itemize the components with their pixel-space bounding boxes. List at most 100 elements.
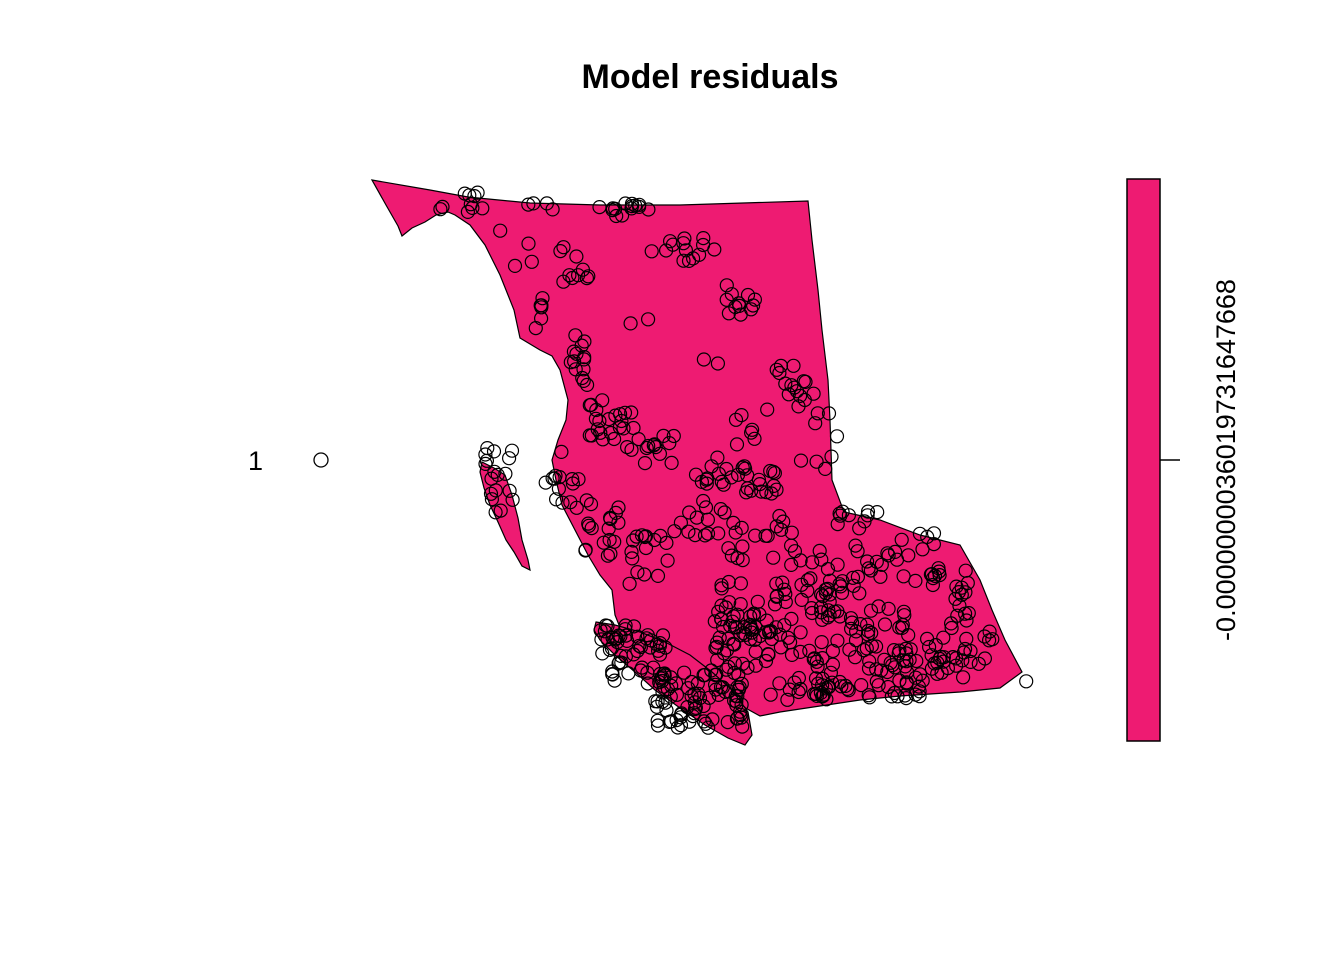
observation-point: [488, 483, 503, 498]
observation-point: [664, 455, 679, 470]
observation-point: [643, 640, 658, 655]
observation-point: [815, 589, 830, 604]
observation-point: [614, 413, 629, 429]
observation-point: [806, 652, 821, 667]
observation-point: [639, 440, 654, 456]
observation-point: [796, 374, 811, 389]
observation-point: [618, 618, 633, 633]
observation-point: [715, 680, 730, 695]
observation-point: [623, 316, 638, 331]
observation-point: [743, 631, 758, 647]
observation-point: [775, 575, 790, 590]
observation-point: [772, 365, 787, 381]
observation-point: [880, 546, 895, 561]
observation-point: [566, 344, 582, 359]
observation-point: [761, 647, 776, 662]
observation-point: [899, 646, 914, 661]
observation-point: [719, 461, 734, 477]
observation-point: [734, 408, 749, 423]
observation-point: [794, 592, 809, 608]
observation-point: [640, 312, 656, 327]
observation-point: [709, 639, 724, 654]
observation-point: [601, 521, 616, 536]
observation-point: [752, 477, 768, 492]
observation-point: [854, 677, 869, 693]
observation-point: [735, 460, 750, 475]
observation-point: [832, 609, 848, 624]
observation-point: [781, 387, 796, 402]
observation-point: [470, 185, 485, 200]
observation-point: [638, 540, 654, 556]
observation-point: [805, 555, 820, 570]
observation-point: [864, 638, 880, 654]
observation-point: [648, 440, 663, 455]
observation-point: [714, 578, 729, 593]
observation-point: [660, 553, 675, 568]
observation-point: [528, 321, 543, 336]
observation-point: [646, 438, 661, 453]
observation-point: [881, 548, 896, 563]
observation-point: [861, 561, 876, 576]
observation-point: [637, 456, 653, 471]
legend-point-marker: [313, 452, 329, 468]
observation-point: [924, 648, 939, 663]
observation-point: [735, 552, 750, 568]
observation-point: [808, 416, 823, 431]
observation-point: [754, 484, 769, 499]
observation-point: [850, 569, 866, 584]
observation-point: [912, 689, 927, 704]
observation-point: [653, 528, 668, 544]
observation-point: [959, 613, 974, 628]
observation-point: [631, 199, 647, 214]
observation-point: [551, 481, 567, 496]
observation-point: [821, 603, 836, 618]
observation-point: [720, 714, 735, 730]
observation-point: [433, 202, 448, 217]
observation-point: [602, 642, 618, 657]
observation-point: [766, 550, 781, 565]
observation-point: [901, 548, 916, 563]
observation-point: [710, 356, 726, 371]
observation-point: [478, 447, 493, 462]
observation-point: [834, 585, 850, 600]
observation-point: [583, 497, 599, 512]
observation-point: [791, 399, 806, 414]
observation-point: [638, 529, 654, 544]
observation-point: [677, 231, 692, 246]
observation-point: [912, 684, 927, 699]
observation-point: [576, 373, 591, 388]
observation-point: [600, 632, 615, 647]
observation-point: [479, 453, 494, 468]
observation-point: [927, 656, 942, 671]
observation-point: [824, 675, 840, 690]
observation-point: [698, 716, 713, 731]
observation-point: [565, 476, 581, 491]
observation-point: [526, 196, 541, 211]
observation-point: [923, 567, 939, 582]
observation-point: [830, 633, 845, 648]
observation-point: [554, 444, 569, 459]
observation-point: [814, 678, 830, 693]
observation-point: [624, 544, 639, 560]
observation-point: [734, 520, 749, 536]
observation-point: [588, 411, 604, 426]
observation-point: [581, 269, 596, 284]
observation-point: [955, 653, 970, 668]
observation-point: [883, 655, 898, 670]
observation-point: [848, 538, 863, 553]
observation-point: [696, 352, 712, 367]
observation-point: [870, 504, 885, 520]
observation-point: [830, 516, 845, 532]
observation-point: [747, 528, 763, 543]
observation-point: [780, 630, 796, 645]
observation-point: [772, 676, 787, 691]
observation-point: [673, 515, 689, 530]
observation-point: [594, 632, 609, 647]
observation-point: [719, 278, 734, 293]
observation-point: [607, 673, 622, 688]
observation-point: [773, 640, 789, 655]
observation-point: [958, 563, 973, 578]
observation-point: [780, 692, 795, 707]
observation-point: [682, 505, 697, 520]
observation-point: [730, 680, 745, 695]
